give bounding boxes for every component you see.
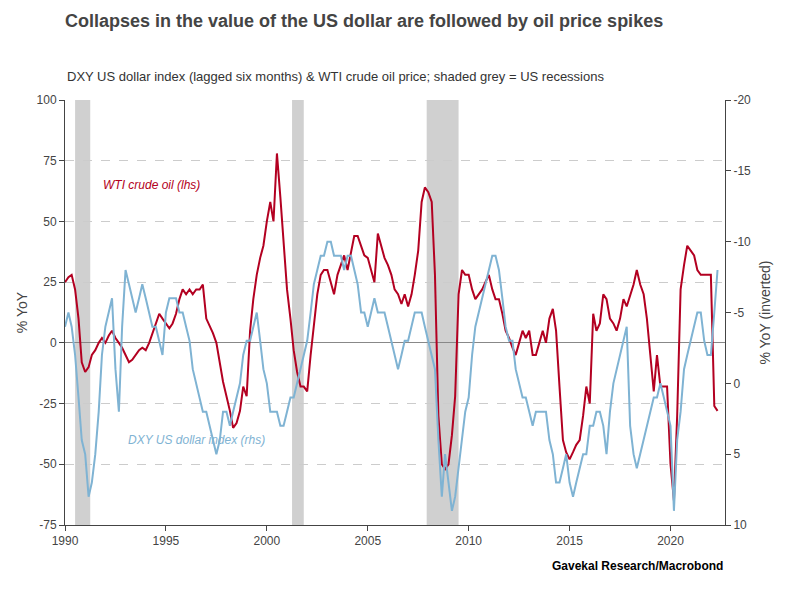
svg-text:2010: 2010 — [455, 534, 482, 548]
svg-text:-50: -50 — [39, 457, 57, 471]
svg-text:-5: -5 — [733, 306, 744, 320]
svg-text:-75: -75 — [39, 518, 57, 532]
svg-text:10: 10 — [733, 518, 747, 532]
svg-text:1995: 1995 — [153, 534, 180, 548]
svg-text:0: 0 — [50, 336, 57, 350]
svg-text:50: 50 — [43, 215, 57, 229]
svg-text:100: 100 — [37, 93, 57, 107]
svg-text:-10: -10 — [733, 235, 751, 249]
svg-text:Collapses in the value of the: Collapses in the value of the US dollar … — [65, 11, 663, 31]
svg-text:2000: 2000 — [253, 534, 280, 548]
svg-text:-20: -20 — [733, 93, 751, 107]
svg-text:2020: 2020 — [657, 534, 684, 548]
svg-text:1990: 1990 — [52, 534, 79, 548]
svg-text:5: 5 — [733, 447, 740, 461]
svg-text:DXY US dollar index (rhs): DXY US dollar index (rhs) — [128, 433, 265, 447]
svg-text:DXY US dollar index (lagged si: DXY US dollar index (lagged six months) … — [67, 69, 604, 84]
svg-text:-15: -15 — [733, 164, 751, 178]
svg-text:75: 75 — [43, 154, 57, 168]
svg-text:% YoY (inverted): % YoY (inverted) — [757, 260, 773, 364]
svg-text:% YoY: % YoY — [14, 291, 30, 333]
svg-text:0: 0 — [733, 377, 740, 391]
svg-text:2005: 2005 — [354, 534, 381, 548]
svg-text:25: 25 — [43, 275, 57, 289]
svg-text:Gavekal Research/Macrobond: Gavekal Research/Macrobond — [552, 559, 723, 573]
svg-text:2015: 2015 — [556, 534, 583, 548]
svg-text:-25: -25 — [39, 397, 57, 411]
svg-text:WTI crude oil (lhs): WTI crude oil (lhs) — [103, 178, 200, 192]
